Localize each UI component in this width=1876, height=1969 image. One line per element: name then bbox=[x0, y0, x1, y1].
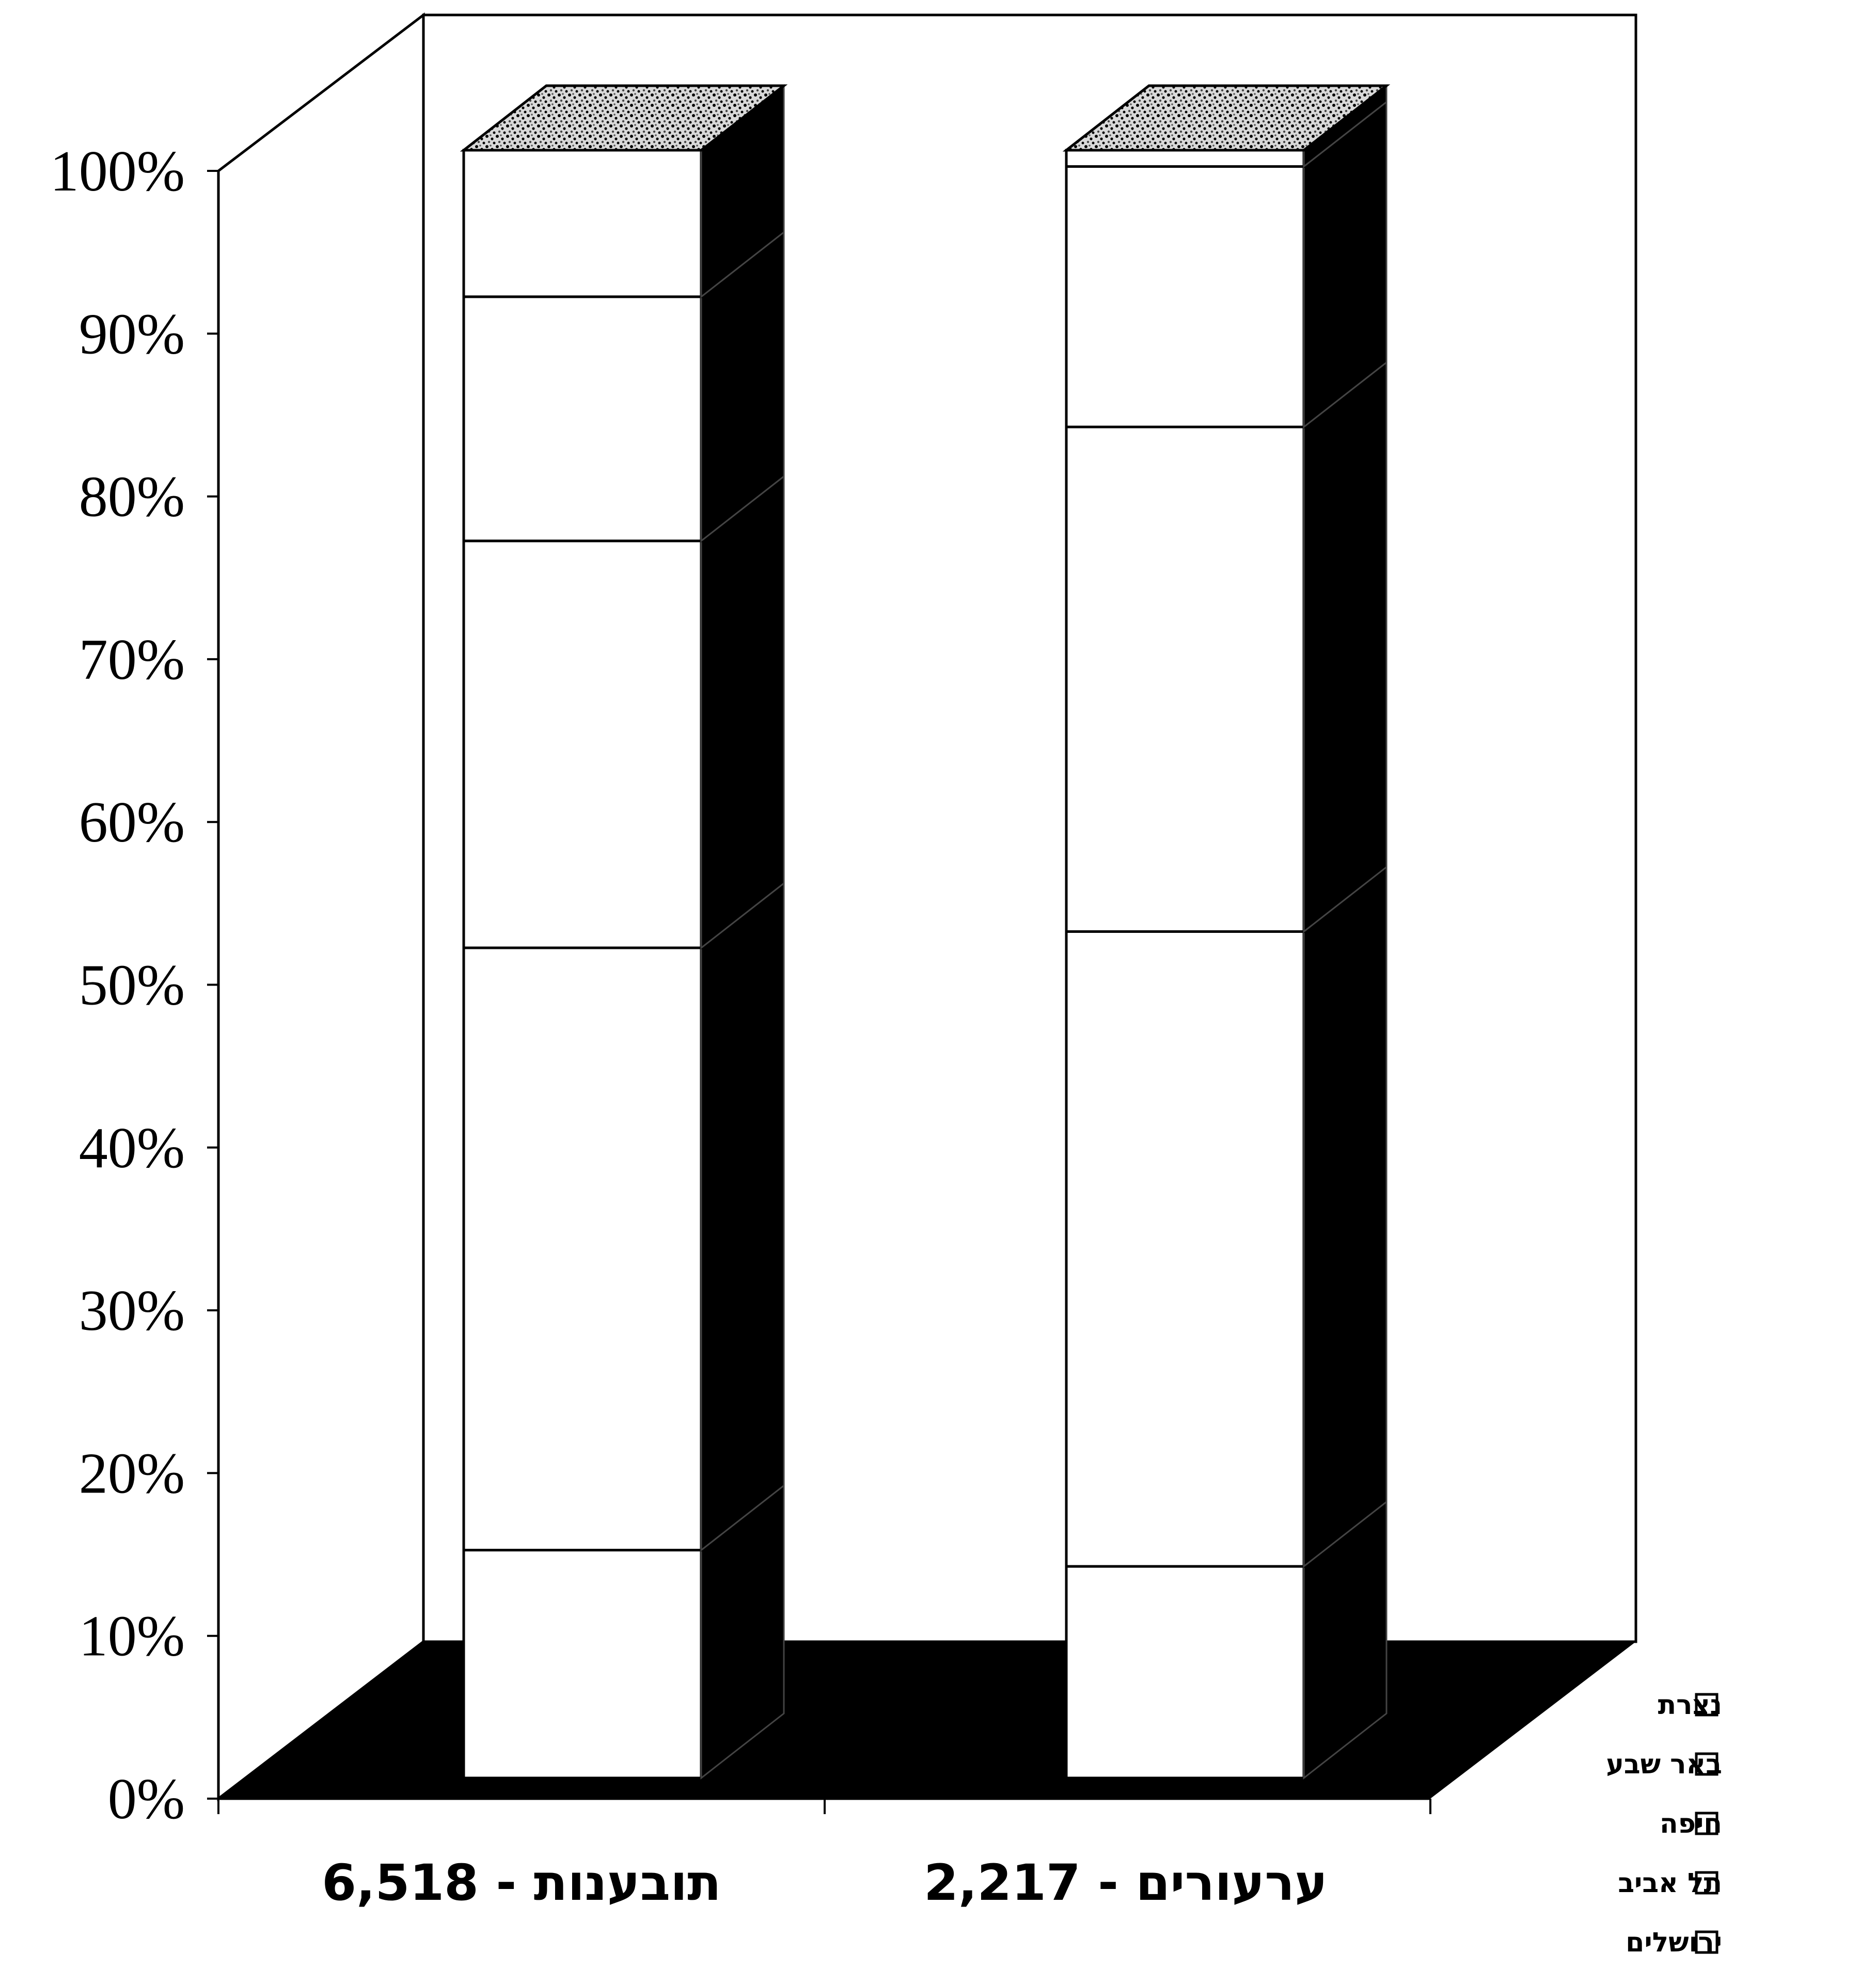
legend-item: חיפה bbox=[1660, 1808, 1722, 1839]
left-wall bbox=[217, 12, 425, 1802]
y-tick-label: 70% bbox=[79, 628, 185, 692]
legend: נצרת באר שבע חיפה תל אביב ירושלים bbox=[1606, 1690, 1722, 1958]
bar-segment bbox=[462, 1549, 703, 1780]
bar-segment bbox=[1065, 165, 1305, 428]
legend-label: ירושלים bbox=[1626, 1927, 1722, 1958]
x-category-label: תובענות - 6,518 bbox=[322, 1854, 721, 1912]
bar-segment-side bbox=[1303, 360, 1388, 933]
y-tick-label: 20% bbox=[79, 1441, 185, 1505]
chart-walls bbox=[217, 12, 1637, 1802]
x-axis: תובענות - 6,518 ערעורים - 2,217 bbox=[217, 1797, 1431, 1912]
y-tick-label: 90% bbox=[79, 302, 185, 366]
legend-label: נצרת bbox=[1658, 1690, 1722, 1721]
y-tick-label: 60% bbox=[79, 790, 185, 854]
legend-swatch bbox=[1695, 1871, 1719, 1895]
legend-label: חיפה bbox=[1660, 1808, 1722, 1839]
bar-segment bbox=[462, 539, 703, 949]
legend-label: תל אביב bbox=[1618, 1868, 1722, 1899]
legend-swatch bbox=[1695, 1930, 1719, 1954]
bar-segment bbox=[1065, 1565, 1305, 1780]
y-tick-label: 50% bbox=[79, 954, 185, 1018]
bar-segment bbox=[1065, 149, 1305, 168]
bar-segment bbox=[462, 295, 703, 543]
bar-segment bbox=[1065, 425, 1305, 933]
bar-segment-side bbox=[700, 881, 785, 1552]
legend-item: באר שבע bbox=[1606, 1749, 1722, 1780]
legend-label: באר שבע bbox=[1606, 1749, 1722, 1780]
y-tick-label: 0% bbox=[108, 1767, 185, 1831]
legend-swatch bbox=[1695, 1693, 1719, 1717]
bar-segment bbox=[1065, 930, 1305, 1568]
y-tick-label: 40% bbox=[79, 1116, 185, 1180]
bar-segment-side bbox=[1303, 865, 1388, 1568]
legend-swatch bbox=[1695, 1752, 1719, 1776]
bar-top-face bbox=[1062, 84, 1391, 152]
bar-stack bbox=[460, 84, 788, 1780]
chart-floor bbox=[218, 1642, 1636, 1799]
legend-swatch bbox=[1695, 1812, 1719, 1835]
bars bbox=[460, 84, 1391, 1780]
bar-stack bbox=[1062, 84, 1391, 1780]
y-axis: 0% 10% 20% 30% 40% 50% 60% 70% 80% 90% 100% bbox=[50, 139, 220, 1831]
legend-item: ירושלים bbox=[1626, 1927, 1722, 1958]
legend-item: נצרת bbox=[1658, 1690, 1722, 1721]
y-tick-label: 80% bbox=[79, 465, 185, 529]
bar-segment bbox=[462, 149, 703, 298]
x-category-label: ערעורים - 2,217 bbox=[924, 1854, 1328, 1912]
legend-item: תל אביב bbox=[1618, 1868, 1722, 1899]
bar-segment bbox=[462, 946, 703, 1552]
bar-top-face bbox=[460, 84, 788, 152]
y-tick-label: 30% bbox=[79, 1279, 185, 1343]
y-tick-label: 10% bbox=[79, 1605, 185, 1669]
bar-segment-side bbox=[700, 474, 785, 950]
y-tick-label: 100% bbox=[50, 139, 185, 203]
